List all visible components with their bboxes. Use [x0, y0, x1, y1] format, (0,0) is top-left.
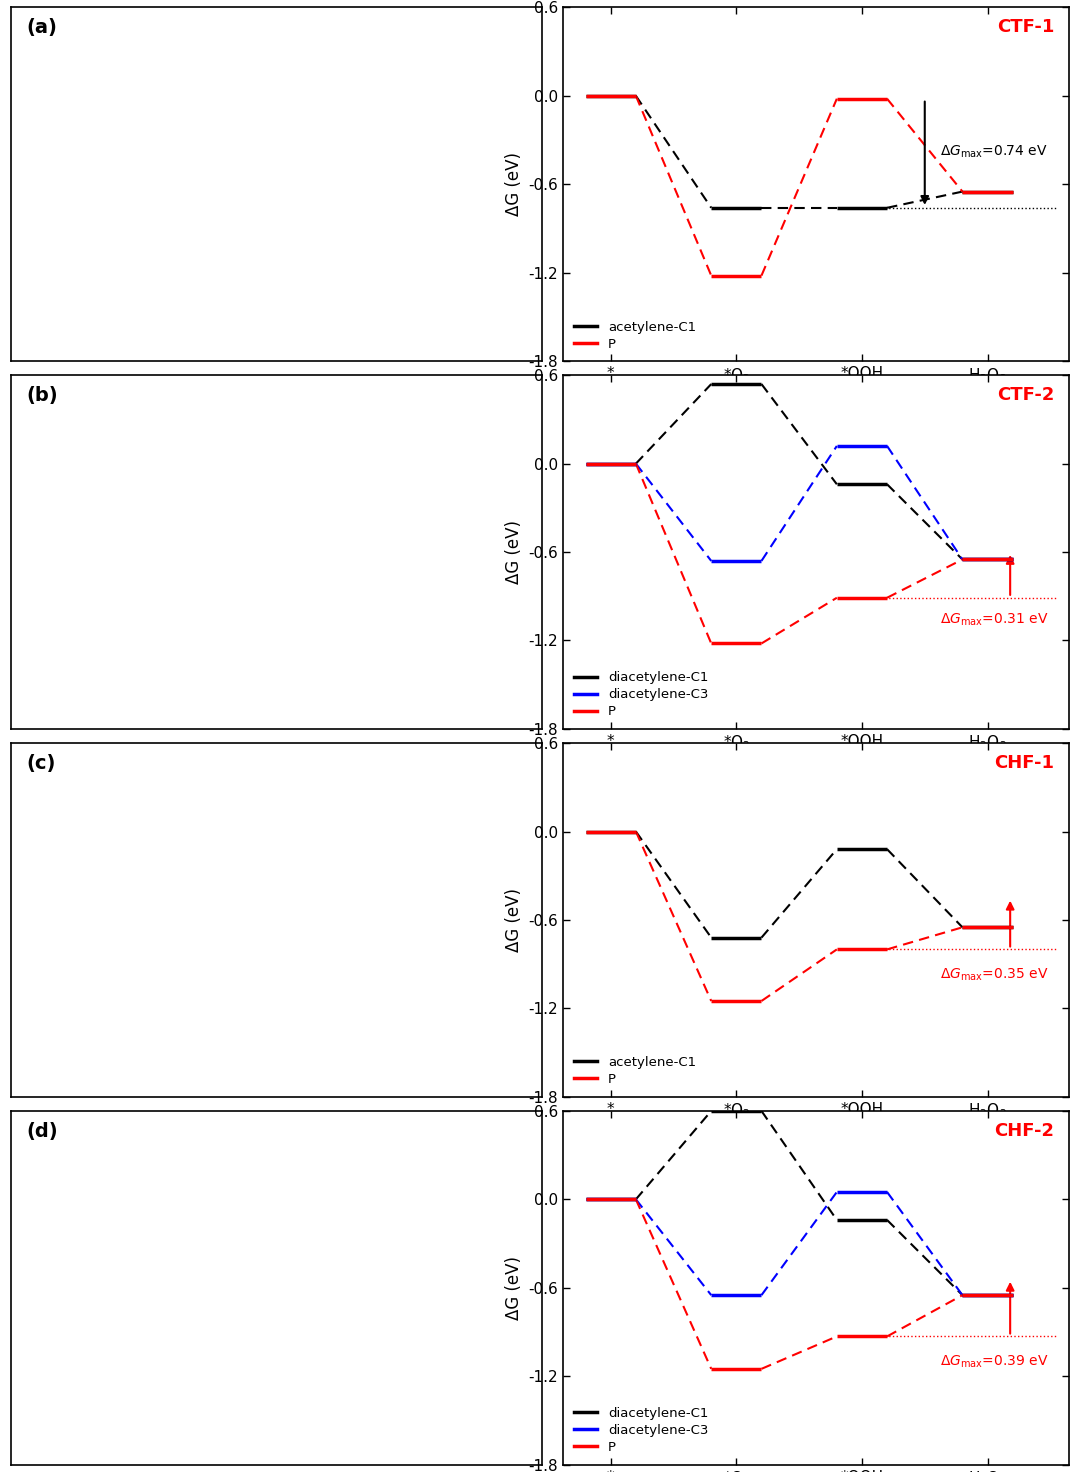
Text: (c): (c) — [27, 754, 56, 773]
Text: (b): (b) — [27, 386, 58, 405]
Text: (a): (a) — [27, 18, 57, 37]
Y-axis label: ΔG (eV): ΔG (eV) — [504, 888, 523, 952]
Text: CTF-2: CTF-2 — [997, 386, 1054, 403]
Text: $\Delta G_{\mathrm{max}}$=0.39 eV: $\Delta G_{\mathrm{max}}$=0.39 eV — [940, 1353, 1049, 1369]
Text: CHF-2: CHF-2 — [994, 1122, 1054, 1139]
Text: $\Delta G_{\mathrm{max}}$=0.31 eV: $\Delta G_{\mathrm{max}}$=0.31 eV — [940, 612, 1049, 629]
Y-axis label: ΔG (eV): ΔG (eV) — [504, 520, 523, 584]
Text: $\Delta G_{\mathrm{max}}$=0.35 eV: $\Delta G_{\mathrm{max}}$=0.35 eV — [940, 966, 1049, 983]
Y-axis label: ΔG (eV): ΔG (eV) — [504, 1256, 523, 1320]
Legend: acetylene-C1, P: acetylene-C1, P — [569, 1052, 700, 1091]
Legend: acetylene-C1, P: acetylene-C1, P — [569, 316, 700, 355]
Text: CHF-1: CHF-1 — [994, 754, 1054, 771]
Text: (d): (d) — [27, 1122, 58, 1141]
Y-axis label: ΔG (eV): ΔG (eV) — [504, 152, 523, 216]
Text: CTF-1: CTF-1 — [997, 18, 1054, 35]
Legend: diacetylene-C1, diacetylene-C3, P: diacetylene-C1, diacetylene-C3, P — [569, 667, 712, 723]
Legend: diacetylene-C1, diacetylene-C3, P: diacetylene-C1, diacetylene-C3, P — [569, 1403, 712, 1459]
Text: $\Delta G_{\mathrm{max}}$=0.74 eV: $\Delta G_{\mathrm{max}}$=0.74 eV — [940, 144, 1048, 160]
